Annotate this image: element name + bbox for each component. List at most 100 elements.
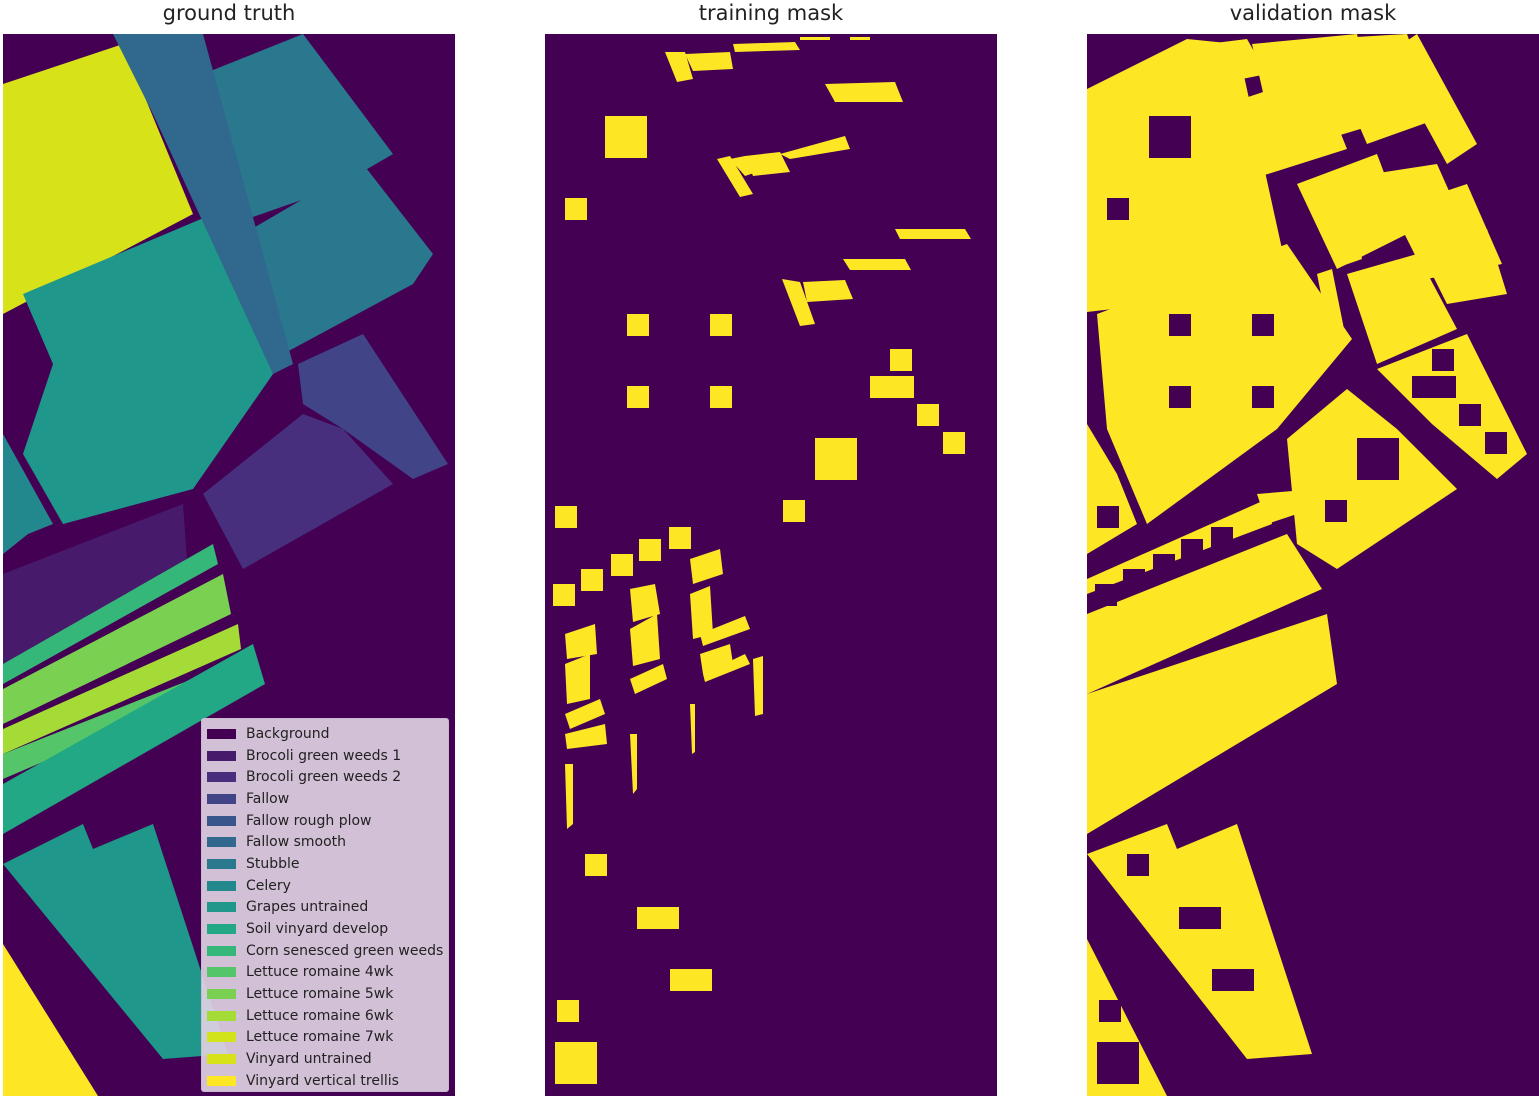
legend-swatch xyxy=(207,1075,236,1086)
legend-item: Grapes untrained xyxy=(207,897,448,919)
legend-label: Lettuce romaine 5wk xyxy=(246,986,394,1003)
training-patch xyxy=(581,569,603,591)
validation-hole xyxy=(1097,1042,1139,1084)
field-vinyard-trellis xyxy=(3,944,98,1096)
validation-region xyxy=(1087,824,1312,1059)
legend-label: Vinyard untrained xyxy=(246,1051,372,1068)
legend-label: Brocoli green weeds 2 xyxy=(246,769,402,786)
legend-swatch xyxy=(207,837,236,848)
training-strip xyxy=(717,156,753,197)
legend: Background Brocoli green weeds 1 Brocoli g… xyxy=(201,718,449,1092)
legend-swatch xyxy=(207,858,236,869)
training-patch xyxy=(917,404,939,426)
field-brocoli-2 xyxy=(298,334,448,479)
panel-title-ground-truth: ground truth xyxy=(162,1,296,25)
training-patch xyxy=(710,386,732,408)
legend-label: Lettuce romaine 6wk xyxy=(246,1007,394,1024)
validation-hole xyxy=(1123,569,1145,591)
field-lettuce-5wk xyxy=(3,544,218,684)
training-patch xyxy=(627,314,649,336)
field-fallow-smooth xyxy=(113,34,293,374)
field-celery-left xyxy=(3,434,53,554)
field-lettuce-6wk xyxy=(3,574,231,724)
legend-label: Background xyxy=(246,725,330,742)
validation-hole xyxy=(1212,969,1254,991)
training-patch xyxy=(555,1042,597,1084)
training-strip xyxy=(782,279,815,326)
legend-swatch xyxy=(207,880,236,891)
validation-hole xyxy=(1149,116,1191,158)
training-patch xyxy=(553,584,575,606)
training-patch xyxy=(565,198,587,220)
training-patch xyxy=(555,506,577,528)
legend-label: Stubble xyxy=(246,855,300,872)
field-lettuce-7wk xyxy=(3,624,241,754)
validation-region xyxy=(1417,229,1507,304)
training-strip xyxy=(843,259,911,270)
legend-item: Soil vinyard develop xyxy=(207,918,448,940)
legend-swatch xyxy=(207,1054,236,1065)
validation-region xyxy=(1227,74,1347,179)
validation-hole xyxy=(1252,314,1274,336)
training-patch xyxy=(639,539,661,561)
training-strip xyxy=(565,624,597,659)
legend-swatch xyxy=(207,1032,236,1043)
legend-item: Lettuce romaine 6wk xyxy=(207,1005,448,1027)
training-patch xyxy=(890,349,912,371)
validation-region xyxy=(1347,254,1457,364)
field-grapes-untrained xyxy=(23,214,273,524)
panel-title-validation-mask: validation mask xyxy=(1229,1,1397,25)
legend-swatch xyxy=(207,989,236,1000)
training-patch xyxy=(637,907,679,929)
legend-swatch xyxy=(207,967,236,978)
validation-hole xyxy=(1252,386,1274,408)
legend-item: Vinyard vertical trellis xyxy=(207,1070,448,1092)
ground-truth-map xyxy=(3,34,455,1096)
legend-item: Celery xyxy=(207,875,448,897)
validation-hole xyxy=(1459,404,1481,426)
training-strip xyxy=(565,724,607,749)
legend-swatch xyxy=(207,728,236,739)
training-patch xyxy=(870,376,914,398)
training-patch xyxy=(557,1000,579,1022)
validation-region xyxy=(1327,204,1362,266)
training-strip xyxy=(803,280,853,302)
validation-hole xyxy=(1412,376,1456,398)
panel-title-training-mask: training mask xyxy=(698,1,844,25)
training-strip xyxy=(895,229,971,239)
training-patch xyxy=(627,386,649,408)
training-patch xyxy=(710,314,732,336)
training-patch xyxy=(670,969,712,991)
training-strip xyxy=(753,656,763,716)
validation-hole xyxy=(1153,554,1175,576)
legend-item: Brocoli green weeds 2 xyxy=(207,766,448,788)
legend-item: Lettuce romaine 4wk xyxy=(207,962,448,984)
training-strip xyxy=(690,704,695,754)
legend-label: Soil vinyard develop xyxy=(246,921,389,938)
legend-swatch xyxy=(207,945,236,956)
legend-label: Lettuce romaine 7wk xyxy=(246,1029,394,1046)
legend-item: Brocoli green weeds 1 xyxy=(207,745,448,767)
validation-hole xyxy=(1179,907,1221,929)
training-patch xyxy=(611,554,633,576)
validation-region xyxy=(1207,39,1267,84)
validation-hole xyxy=(1169,314,1191,336)
validation-hole xyxy=(1211,527,1233,549)
validation-hole xyxy=(1099,1000,1121,1022)
legend-swatch xyxy=(207,924,236,935)
training-strip xyxy=(565,699,605,729)
training-strip xyxy=(825,82,903,102)
legend-item: Lettuce romaine 5wk xyxy=(207,983,448,1005)
legend-swatch xyxy=(207,815,236,826)
training-strip xyxy=(630,584,660,622)
training-patch xyxy=(585,854,607,876)
legend-swatch xyxy=(207,793,236,804)
legend-swatch xyxy=(207,750,236,761)
legend-swatch xyxy=(207,772,236,783)
training-strip xyxy=(630,614,660,666)
validation-region xyxy=(1097,244,1352,524)
training-strip xyxy=(733,42,800,52)
field-fallow xyxy=(203,414,393,569)
training-strip xyxy=(685,52,733,71)
field-brocoli-1 xyxy=(3,504,188,664)
